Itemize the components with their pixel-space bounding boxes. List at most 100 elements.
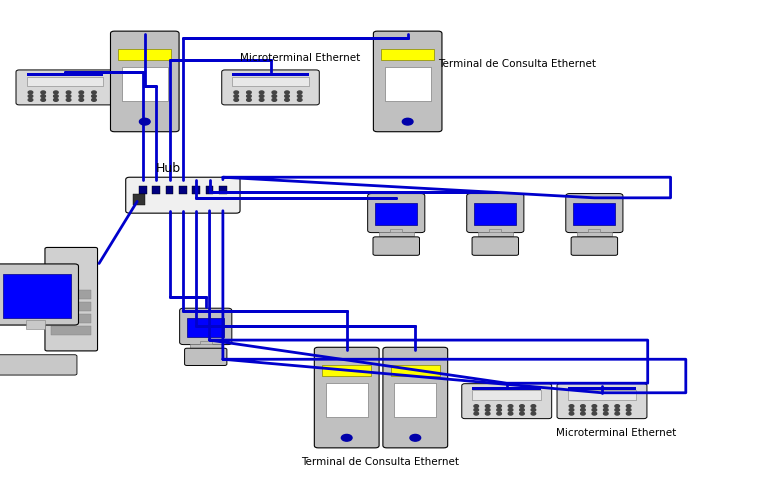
Circle shape [581,405,585,408]
FancyBboxPatch shape [126,177,240,213]
FancyBboxPatch shape [0,355,77,375]
Bar [390,229,402,233]
Circle shape [41,91,46,94]
Bar [3,274,71,318]
FancyBboxPatch shape [45,248,98,351]
FancyBboxPatch shape [373,237,419,255]
FancyBboxPatch shape [565,194,623,233]
Bar [568,390,636,399]
Circle shape [592,409,597,411]
Circle shape [592,405,597,408]
Text: Terminal de Consulta Ethernet: Terminal de Consulta Ethernet [301,457,459,467]
Bar [51,326,91,335]
Circle shape [139,118,150,125]
FancyBboxPatch shape [472,237,519,255]
Circle shape [66,91,71,94]
Circle shape [297,99,302,102]
Circle shape [474,409,479,411]
Circle shape [485,412,490,415]
Bar [568,387,636,389]
Circle shape [41,95,46,98]
Circle shape [234,99,239,102]
Circle shape [531,405,536,408]
Circle shape [79,91,84,94]
Bar [326,383,368,417]
Bar [27,77,103,86]
Circle shape [297,91,302,94]
Bar [139,186,146,194]
Circle shape [79,95,84,98]
Circle shape [272,95,277,98]
Bar [472,387,541,389]
Circle shape [569,405,574,408]
Circle shape [569,409,574,411]
Bar [165,186,173,194]
Circle shape [91,91,96,94]
FancyBboxPatch shape [373,31,442,132]
Bar [489,229,501,233]
Circle shape [626,405,631,408]
Bar [26,320,44,330]
FancyBboxPatch shape [383,347,448,448]
Circle shape [615,409,620,411]
FancyBboxPatch shape [184,348,227,365]
Circle shape [497,409,501,411]
Bar [206,186,213,194]
Circle shape [520,412,524,415]
FancyBboxPatch shape [315,347,379,448]
Circle shape [272,91,277,94]
FancyBboxPatch shape [462,384,552,419]
FancyBboxPatch shape [368,194,425,233]
Bar [381,49,434,60]
Circle shape [520,409,524,411]
Circle shape [531,409,536,411]
Circle shape [247,99,251,102]
Bar [179,186,187,194]
Bar [232,73,309,76]
Bar [588,229,600,233]
Circle shape [297,95,302,98]
Circle shape [508,405,513,408]
Circle shape [66,95,71,98]
FancyBboxPatch shape [0,264,78,325]
Bar [395,383,436,417]
FancyBboxPatch shape [466,194,524,233]
Circle shape [259,95,264,98]
Circle shape [402,118,413,125]
Bar [133,194,145,205]
Circle shape [485,409,490,411]
Circle shape [592,412,597,415]
Text: Terminal de Consulta Ethernet: Terminal de Consulta Ethernet [438,59,596,69]
Circle shape [474,412,479,415]
Circle shape [604,405,608,408]
Circle shape [259,99,264,102]
Bar [219,186,227,194]
Circle shape [28,91,33,94]
Bar [474,203,517,226]
Text: Microterminal Ethernet: Microterminal Ethernet [240,53,360,63]
Circle shape [285,99,290,102]
Bar [51,302,91,311]
Circle shape [285,95,290,98]
Circle shape [28,99,33,102]
Bar [577,232,612,237]
FancyBboxPatch shape [557,384,647,419]
Bar [232,77,309,86]
Circle shape [28,95,33,98]
Circle shape [91,95,96,98]
Circle shape [615,412,620,415]
Circle shape [520,405,524,408]
Circle shape [531,412,536,415]
Circle shape [53,95,58,98]
Bar [51,314,91,323]
Circle shape [626,409,631,411]
Bar [200,341,212,345]
Text: Microterminal Ethernet: Microterminal Ethernet [556,428,677,438]
Bar [322,365,372,376]
Circle shape [615,405,620,408]
Circle shape [234,95,239,98]
Circle shape [569,412,574,415]
Circle shape [91,99,96,102]
Bar [574,203,616,226]
Bar [122,67,168,101]
